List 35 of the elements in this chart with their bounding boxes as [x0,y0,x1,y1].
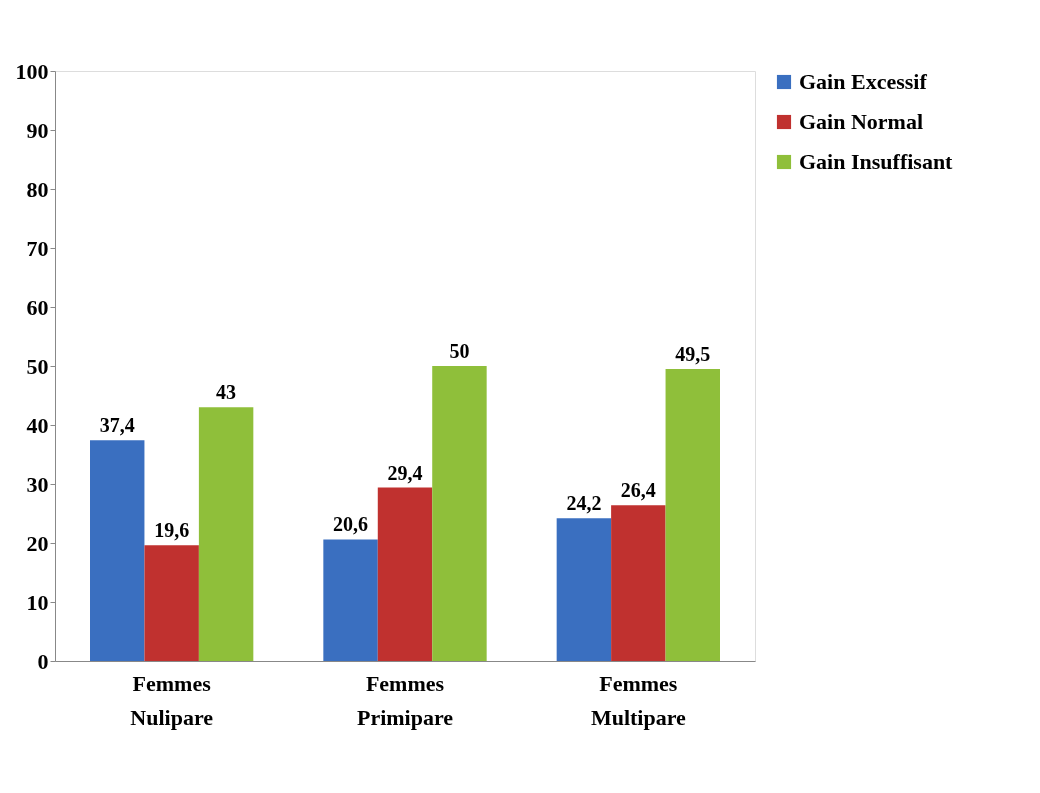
bar [665,368,720,661]
bar [556,518,612,661]
bar [377,487,433,661]
data-label: 19,6 [154,519,190,542]
x-tick-label: Femmes Multipare [590,670,687,730]
y-tick-label: 10 [26,589,49,615]
data-label: 24,2 [566,492,602,515]
y-tick-label: 40 [26,412,49,438]
data-label: 20,6 [333,513,369,536]
legend-label: Gain Excessif [799,69,928,94]
y-tick-label: 90 [26,117,49,143]
bar [144,545,199,661]
data-label: 50 [449,340,470,362]
bar [198,407,254,661]
data-label: 37,4 [99,414,135,437]
legend-label: Gain Normal [799,109,924,134]
y-tick-label: 70 [26,235,49,261]
x-tick-label: Femmes Nulipare [130,670,214,730]
legend-label: Gain Insuffisant [799,149,954,174]
bar [611,505,666,661]
data-label: 26,4 [620,479,656,502]
y-tick-label: 80 [26,176,49,202]
y-tick-label: 100 [15,58,49,84]
y-tick-label: 20 [26,530,49,556]
bar [432,366,487,661]
data-label: 29,4 [387,461,423,484]
data-label: 43 [216,381,237,404]
bar [323,539,378,661]
y-tick-label: 30 [26,471,49,497]
y-tick-label: 50 [26,353,49,379]
x-tick-label: Femmes Primipare [356,670,454,730]
bar [90,440,145,661]
y-tick-label: 0 [37,648,49,674]
y-tick-label: 60 [26,294,49,320]
data-label: 49,5 [675,342,711,365]
